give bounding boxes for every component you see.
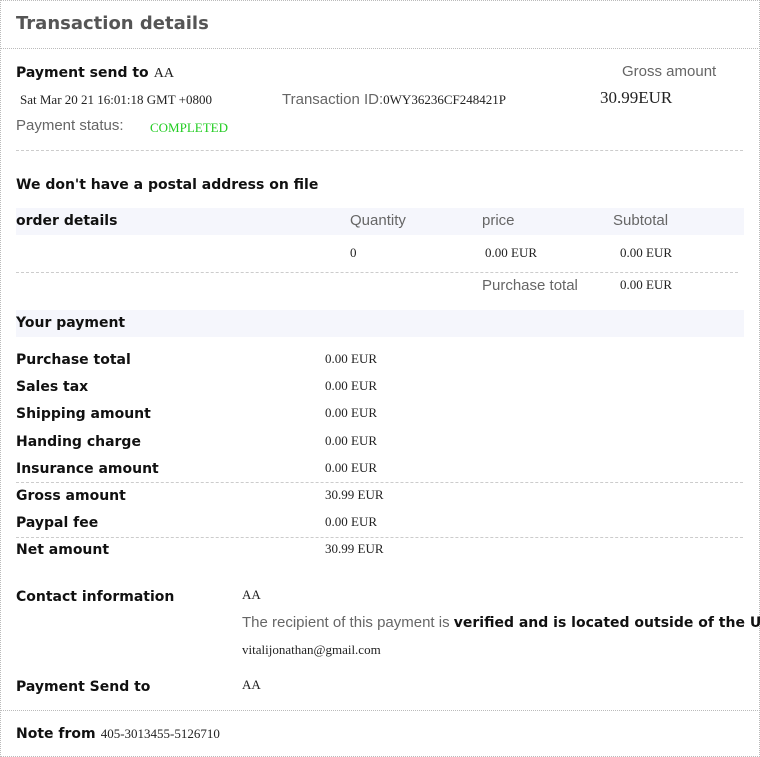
payment-row-value: 0.00 EUR	[325, 405, 377, 421]
order-quantity: 0	[350, 245, 357, 260]
payment-row-label: Paypal fee	[16, 515, 99, 532]
payment-send-to: Payment send to AA	[16, 63, 174, 83]
payment-row-label: Handing charge	[16, 433, 141, 450]
payment-status-label: Payment status:	[16, 117, 124, 134]
payment-row-value: 30.99 EUR	[325, 487, 384, 502]
payment-row-value: 0.00 EUR	[325, 432, 377, 448]
payment-row-value: 0.00 EUR	[325, 351, 377, 366]
payment-row-label: Purchase total	[16, 352, 131, 368]
payment-send-to-label: Payment Send to	[16, 679, 151, 695]
divider	[16, 150, 743, 151]
verification-status: verified and is located outside of the U…	[453, 615, 760, 631]
note-from-label: Note from	[16, 726, 96, 742]
divider	[16, 272, 738, 273]
order-details-heading: order details	[16, 213, 118, 229]
payment-send-to-value: AA	[242, 677, 261, 692]
payment-row-label: Shipping amount	[16, 406, 151, 423]
divider	[0, 710, 760, 711]
transaction-date: Sat Mar 20 21 16:01:18 GMT +0800	[20, 92, 212, 107]
payment-row-value: 0.00 EUR	[325, 514, 377, 530]
purchase-total-label: Purchase total	[482, 277, 578, 294]
payment-row-value: 30.99 EUR	[325, 541, 384, 557]
send-to-value: AA	[153, 66, 174, 81]
order-details-header	[16, 208, 744, 235]
payment-row-label: Net amount	[16, 542, 110, 559]
transaction-id-value: 0WY36236CF248421P	[383, 92, 506, 107]
note-from: Note from 405-3013455-5126710	[16, 724, 220, 743]
contact-email[interactable]: vitalijonathan@gmail.com	[242, 642, 381, 657]
divider	[16, 537, 743, 538]
transaction-id-label: Transaction ID:	[282, 91, 384, 108]
order-subtotal: 0.00 EUR	[620, 245, 672, 260]
divider	[16, 482, 743, 483]
payment-row-value: 0.00 EUR	[325, 378, 377, 394]
postal-address-note: We don't have a postal address on file	[16, 177, 319, 193]
verification-note: The recipient of this payment is verifie…	[242, 613, 760, 632]
divider	[0, 48, 760, 49]
gross-amount-label: Gross amount	[622, 63, 717, 80]
payment-row-value: 0.00 EUR	[325, 459, 377, 475]
your-payment-header	[16, 310, 744, 337]
subtotal-header: Subtotal	[613, 212, 669, 229]
contact-name: AA	[242, 587, 261, 602]
price-header: price	[482, 212, 515, 229]
purchase-total-value: 0.00 EUR	[620, 277, 672, 292]
payment-row-label: Gross amount	[16, 488, 126, 504]
contact-information-label: Contact information	[16, 589, 175, 605]
payment-status-badge: COMPLETED	[150, 120, 228, 135]
transaction-id: Transaction ID:0WY36236CF248421P	[282, 90, 506, 109]
your-payment-heading: Your payment	[16, 315, 126, 331]
payment-row-label: Sales tax	[16, 379, 89, 396]
payment-row-label: Insurance amount	[16, 460, 159, 477]
order-price: 0.00 EUR	[485, 245, 537, 260]
page-title: Transaction details	[16, 13, 209, 34]
quantity-header: Quantity	[350, 212, 406, 229]
gross-amount-value: 30.99EUR	[600, 88, 673, 107]
verification-text: The recipient of this payment is	[242, 614, 454, 631]
note-from-value: 405-3013455-5126710	[100, 726, 220, 741]
send-to-label: Payment send to	[16, 65, 149, 81]
